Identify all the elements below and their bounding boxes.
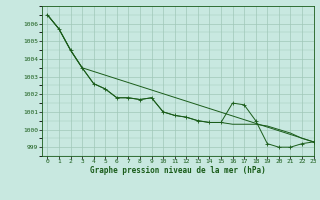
X-axis label: Graphe pression niveau de la mer (hPa): Graphe pression niveau de la mer (hPa) [90,166,266,175]
